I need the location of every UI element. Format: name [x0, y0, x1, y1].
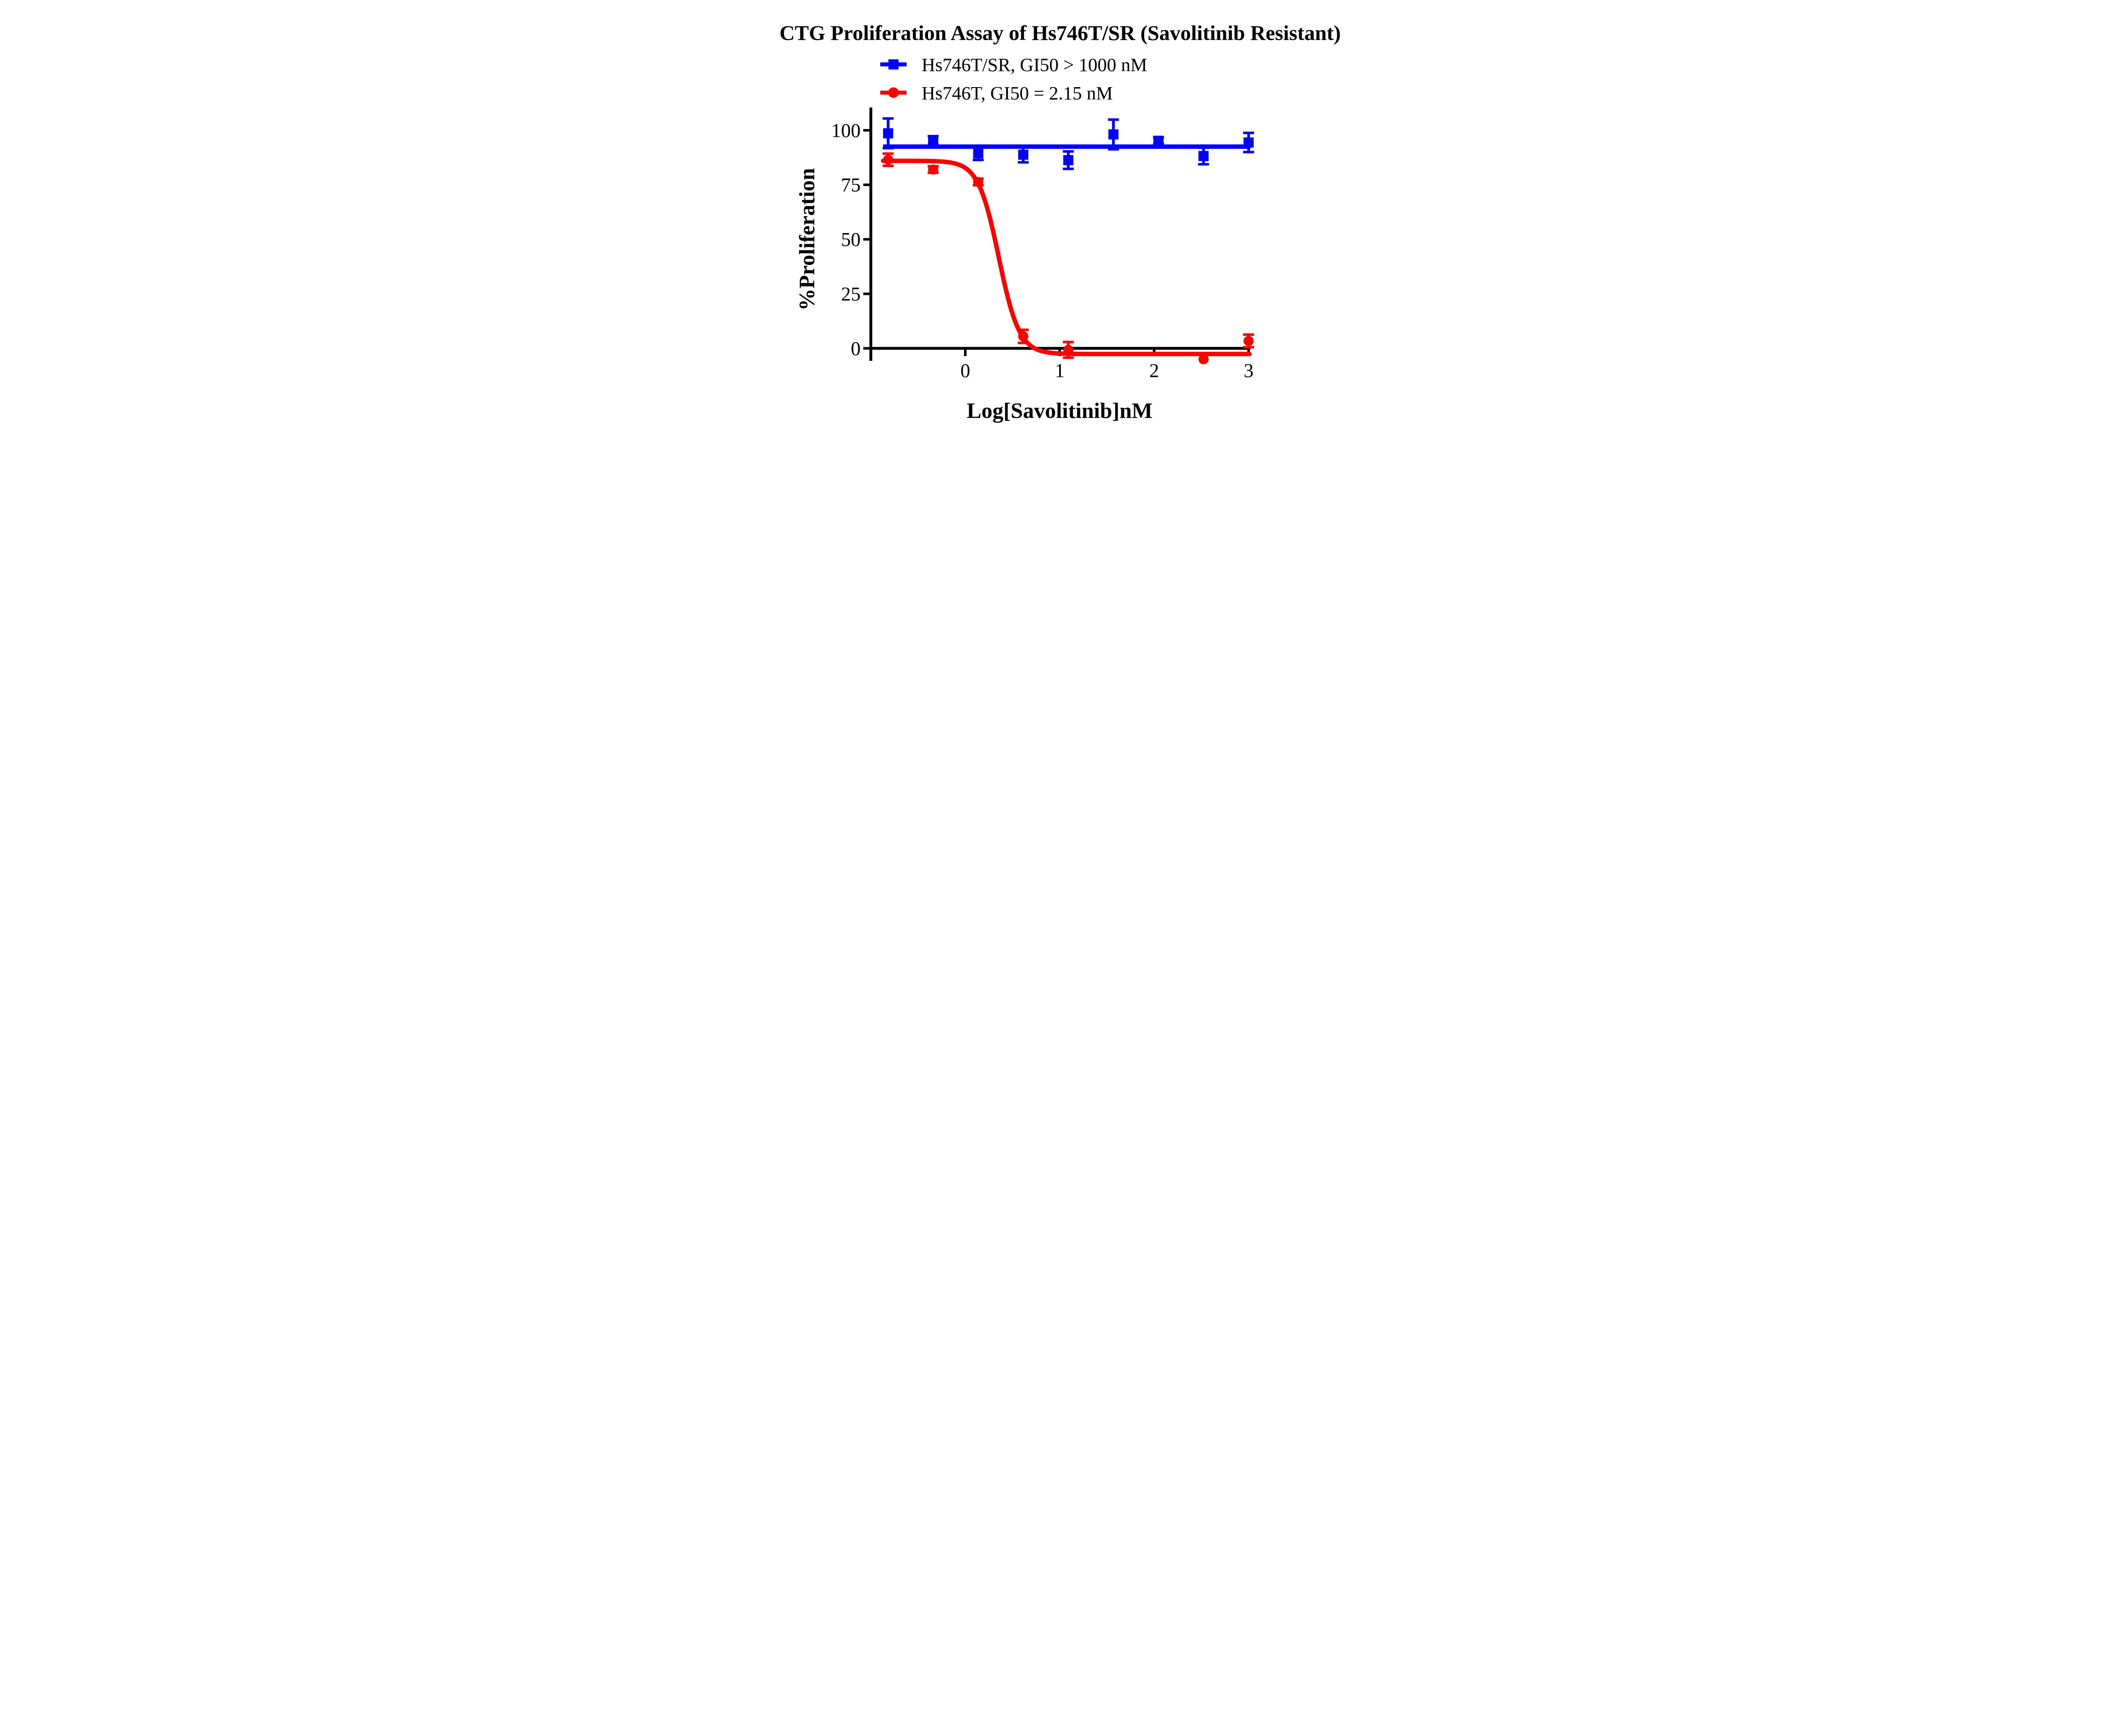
legend: Hs746T/SR, GI50 > 1000 nM Hs746T, GI50 =… — [880, 54, 1147, 104]
legend-label-hs746t-sr: Hs746T/SR, GI50 > 1000 nM — [922, 54, 1147, 75]
legend-label-hs746t: Hs746T, GI50 = 2.15 nM — [922, 82, 1113, 104]
x-tick-label: 0 — [960, 360, 970, 382]
x-tick-label: 1 — [1055, 360, 1065, 382]
legend-item-hs746t-sr: Hs746T/SR, GI50 > 1000 nM — [880, 54, 1147, 75]
x-tick-label: 2 — [1149, 360, 1159, 382]
square-data-marker — [928, 135, 939, 146]
x-tick-label: 3 — [1244, 360, 1253, 382]
legend-circle-marker-icon — [888, 87, 899, 98]
square-data-marker — [1198, 151, 1209, 161]
circle-data-marker — [928, 164, 939, 175]
series-hs746t — [881, 152, 1254, 365]
square-data-marker — [1153, 135, 1164, 146]
y-tick-label: 50 — [841, 229, 860, 251]
circle-data-marker — [973, 177, 983, 187]
series-hs746t-sr — [882, 117, 1254, 170]
circle-data-marker — [1063, 345, 1074, 355]
circle-data-marker — [1018, 331, 1029, 342]
y-tick-label: 75 — [841, 175, 860, 196]
y-tick-label: 25 — [841, 283, 860, 305]
circle-data-marker — [1198, 354, 1209, 365]
legend-square-marker-icon — [888, 59, 899, 70]
figure-container: CTG Proliferation Assay of Hs746T/SR (Sa… — [713, 0, 1402, 434]
y-axis-title: %Proliferation — [795, 168, 819, 310]
circle-data-marker — [883, 154, 893, 165]
square-data-marker — [883, 128, 893, 139]
y-tick-label: 0 — [851, 338, 860, 360]
x-axis-title: Log[Savolitinib]nM — [967, 399, 1152, 423]
legend-item-hs746t: Hs746T, GI50 = 2.15 nM — [880, 82, 1113, 104]
square-data-marker — [1018, 149, 1029, 160]
square-data-marker — [1243, 137, 1254, 148]
logistic-fit-curve — [881, 158, 1252, 357]
square-data-marker — [1063, 155, 1074, 165]
square-data-marker — [1108, 129, 1119, 140]
circle-data-marker — [1243, 335, 1254, 346]
square-data-marker — [973, 148, 983, 159]
proliferation-assay-chart: CTG Proliferation Assay of Hs746T/SR (Sa… — [713, 0, 1402, 434]
y-tick-label: 100 — [831, 120, 860, 142]
data-series — [881, 117, 1254, 365]
chart-title: CTG Proliferation Assay of Hs746T/SR (Sa… — [780, 21, 1341, 45]
